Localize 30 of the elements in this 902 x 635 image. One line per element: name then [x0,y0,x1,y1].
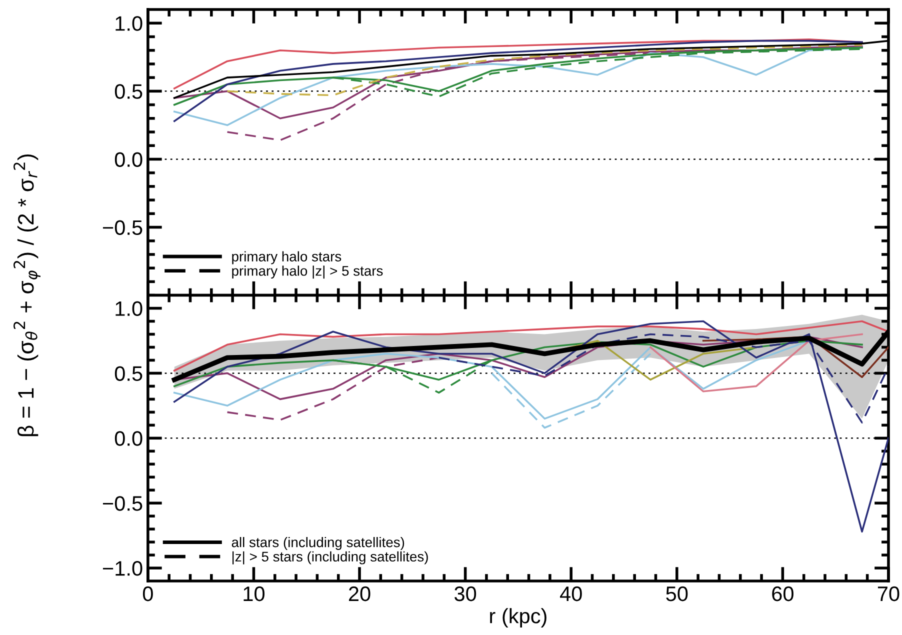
y-tick-label: 0.0 [114,152,142,167]
y-tick-label: 0.5 [114,366,142,381]
line-series [650,333,863,392]
legend-label: primary halo |z| > 5 stars [232,266,383,279]
x-tick-label: 40 [560,586,582,602]
line-series [490,352,652,429]
legend-label: all stars (including satellites) [232,537,404,550]
text: β = 1 − (σ$_{θ}$$^{2}$ + σ$_{φ}$$^{2}$) / (2 * σ$_{r}$$^{2}$) [14,154,40,436]
x-axis-title: r (kpc) [490,608,546,628]
x-tick-label: 20 [348,586,370,602]
legend-label: primary halo stars [232,251,342,264]
x-tick-label: 0 [142,586,153,602]
y-tick-label: 0.0 [114,431,142,446]
line-series [173,320,888,372]
y-tick-label: −0.5 [102,496,142,511]
line-series [173,38,863,90]
x-tick-label: 10 [244,586,264,602]
line-series [226,44,863,96]
x-tick-label: 60 [772,586,794,602]
line-series [226,356,440,421]
x-tick-label: 30 [454,586,476,602]
y-tick-label: −1.0 [102,561,142,576]
y-tick-label: 1.0 [116,16,142,31]
legend-label: |z| > 5 stars (including satellites) [232,551,428,564]
line-series [173,320,888,533]
x-tick-label: 50 [666,586,688,602]
y-tick-label: 1.0 [116,301,142,316]
x-tick-label: 70 [878,586,900,602]
y-tick-label: 0.5 [114,84,142,99]
y-tick-label: −0.5 [102,220,142,235]
